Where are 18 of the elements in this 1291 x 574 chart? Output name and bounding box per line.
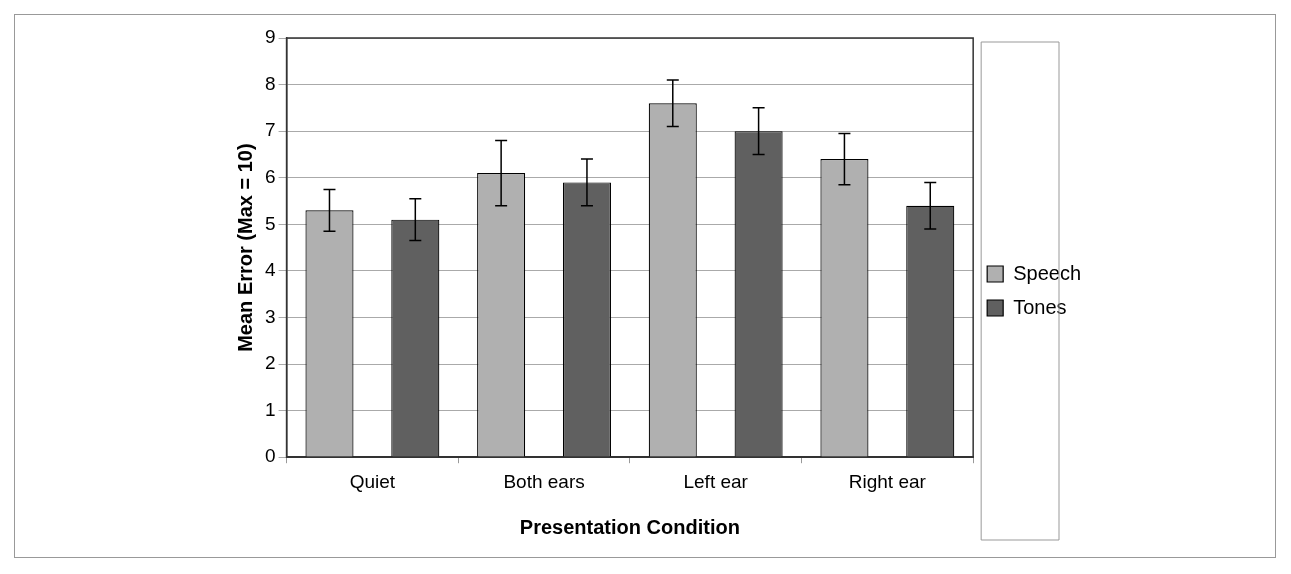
y-tick-label: 0 [264, 445, 276, 467]
y-tick-label: 9 [264, 26, 276, 48]
y-tick-label: 4 [264, 259, 276, 281]
y-tick-label: 5 [264, 212, 276, 234]
x-tick-label: Left ear [683, 470, 749, 492]
y-tick-label: 8 [264, 72, 276, 94]
legend-label: Speech [1013, 261, 1082, 284]
x-tick-label: Both ears [503, 470, 585, 492]
y-tick-label: 7 [264, 119, 276, 141]
y-tick-label: 6 [264, 165, 276, 187]
legend-label: Tones [1013, 295, 1067, 318]
y-axis-title: Mean Error (Max = 10) [233, 143, 256, 352]
y-tick-label: 1 [264, 398, 276, 420]
x-axis-title: Presentation Condition [519, 515, 740, 538]
x-tick-label: Right ear [848, 470, 927, 492]
y-tick-label: 3 [264, 305, 276, 327]
y-tick-label: 2 [264, 352, 276, 374]
x-tick-label: Quiet [349, 470, 396, 492]
